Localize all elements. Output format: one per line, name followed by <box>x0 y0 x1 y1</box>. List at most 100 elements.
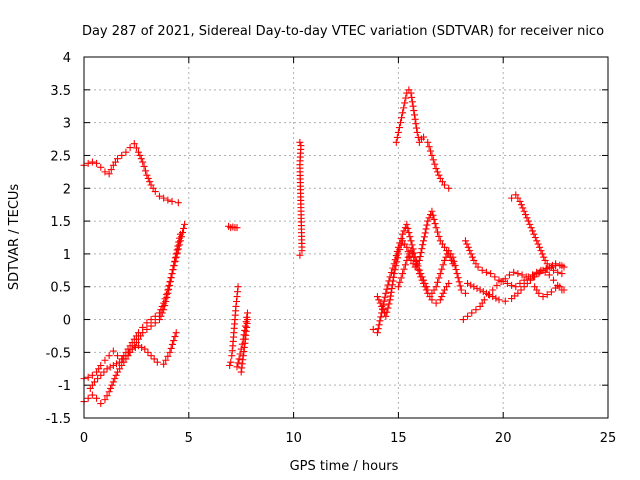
data-point <box>138 343 146 351</box>
data-point <box>447 256 455 264</box>
data-point <box>560 286 568 294</box>
data-point <box>386 296 394 304</box>
data-point <box>160 360 168 368</box>
data-point <box>105 352 113 360</box>
series-track-j <box>392 86 453 192</box>
data-point <box>97 361 105 369</box>
data-point <box>147 352 155 360</box>
data-point <box>382 289 390 297</box>
data-point <box>164 352 172 360</box>
data-point <box>542 265 550 273</box>
data-point <box>411 115 419 123</box>
data-point <box>550 266 558 274</box>
data-point <box>408 241 416 249</box>
x-tick-label: 20 <box>495 431 512 446</box>
data-point <box>523 279 531 287</box>
data-point <box>558 270 566 278</box>
data-point <box>153 358 161 366</box>
data-point <box>441 181 449 189</box>
data-point <box>132 144 140 152</box>
data-point <box>431 160 439 168</box>
data-point <box>139 158 147 166</box>
y-tick-label: -1 <box>58 379 71 394</box>
data-point <box>419 241 427 249</box>
data-point <box>109 361 117 369</box>
data-point <box>422 225 430 233</box>
data-point <box>432 283 440 291</box>
data-point <box>380 297 388 305</box>
data-point <box>414 265 422 273</box>
data-point <box>296 251 304 259</box>
data-point <box>385 300 393 308</box>
data-point <box>88 158 96 166</box>
data-point <box>449 260 457 268</box>
data-point <box>176 234 184 242</box>
data-point <box>545 271 553 279</box>
data-point <box>536 243 544 251</box>
data-point <box>109 347 117 355</box>
data-point <box>552 284 560 292</box>
data-point <box>493 281 501 289</box>
data-point <box>523 214 531 222</box>
data-point <box>379 306 387 314</box>
data-point <box>464 279 472 287</box>
data-point <box>479 288 487 296</box>
data-point <box>93 394 101 402</box>
data-point <box>141 167 149 175</box>
data-point <box>164 196 172 204</box>
data-point <box>417 249 425 257</box>
series-track-r <box>531 283 568 301</box>
data-point <box>171 254 179 262</box>
y-tick-label: 3 <box>63 117 71 132</box>
data-point <box>377 313 385 321</box>
data-point <box>407 89 415 97</box>
data-point <box>84 373 92 381</box>
data-point <box>174 242 182 250</box>
data-point <box>438 265 446 273</box>
data-point <box>406 233 414 241</box>
data-point <box>397 274 405 282</box>
y-axis-title: SDTVAR / TECUs <box>7 184 22 291</box>
data-point <box>526 220 534 228</box>
data-point <box>296 138 304 146</box>
data-point <box>470 283 478 291</box>
data-point <box>517 201 525 209</box>
data-point <box>165 285 173 293</box>
data-point <box>369 325 377 333</box>
data-point <box>143 319 151 327</box>
data-point <box>100 368 108 376</box>
data-point <box>489 286 497 294</box>
data-point <box>495 296 503 304</box>
data-point <box>423 221 431 229</box>
data-point <box>413 128 421 136</box>
data-point <box>111 375 119 383</box>
data-point <box>534 240 542 248</box>
data-point <box>168 340 176 348</box>
data-point <box>432 224 440 232</box>
data-point <box>381 293 389 301</box>
data-point <box>157 312 165 320</box>
data-point <box>394 250 402 258</box>
data-point <box>161 302 169 310</box>
data-point <box>134 148 142 156</box>
data-point <box>151 188 159 196</box>
data-point <box>375 296 383 304</box>
data-point <box>160 194 168 202</box>
data-point <box>417 273 425 281</box>
data-point <box>472 306 480 314</box>
data-point <box>420 133 428 141</box>
y-tick-label: -1.5 <box>46 412 71 427</box>
data-point <box>514 289 522 297</box>
data-point <box>226 361 234 369</box>
data-point <box>533 237 541 245</box>
data-point <box>482 268 490 276</box>
y-tick-label: -0.5 <box>46 346 71 361</box>
data-point <box>518 271 526 279</box>
data-point <box>441 256 449 264</box>
data-point <box>167 274 175 282</box>
data-point <box>461 289 469 297</box>
data-point <box>434 228 442 236</box>
data-point <box>128 345 136 353</box>
data-point <box>396 246 404 254</box>
data-point <box>434 278 442 286</box>
